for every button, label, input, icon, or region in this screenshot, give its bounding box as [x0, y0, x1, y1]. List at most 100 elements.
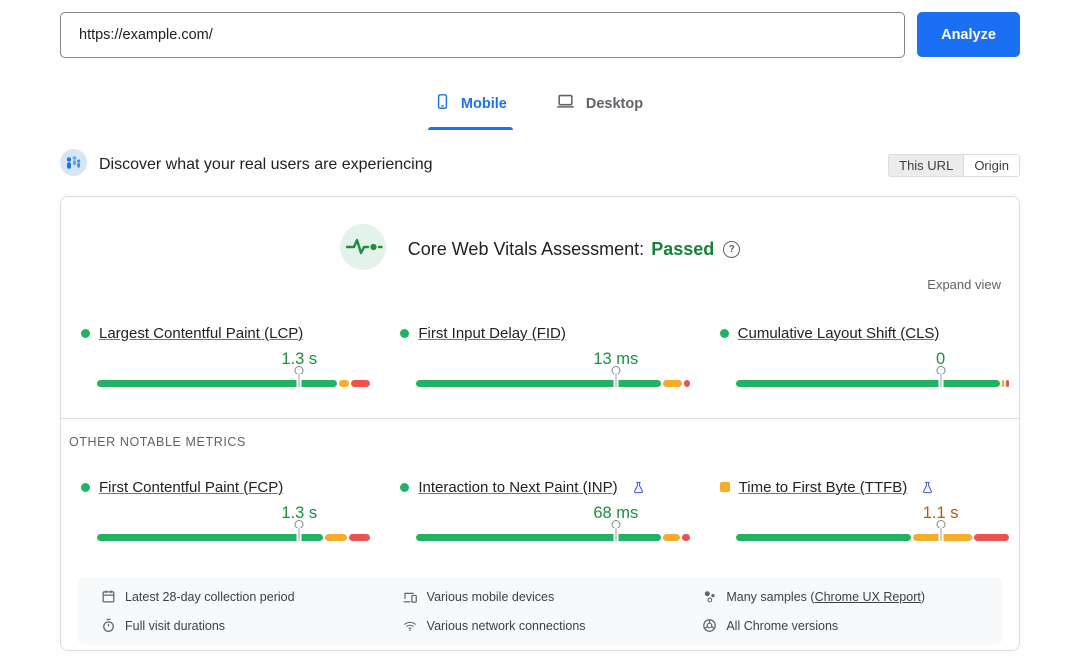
marker-stem	[613, 528, 619, 541]
collection-column: Latest 28-day collection period Full visi…	[101, 589, 402, 633]
metric-value-row: 1.3 s	[97, 504, 370, 528]
bar-segment-needs_improvement	[663, 534, 680, 541]
metric-value-row: 13 ms	[416, 350, 689, 374]
metric-value-row: 0	[736, 350, 1009, 374]
collection-item-text: Latest 28-day collection period	[125, 589, 295, 604]
metric-value: 1.3 s	[281, 350, 318, 368]
bar-segment-poor	[1006, 380, 1009, 387]
marker-stem	[938, 528, 944, 541]
collection-item-text: Full visit durations	[125, 618, 226, 633]
bar-segment-needs_improvement	[325, 534, 347, 541]
bar-segment-poor	[973, 534, 1009, 541]
scope-origin[interactable]: Origin	[963, 154, 1019, 176]
percentile-marker	[936, 366, 946, 387]
metric: First Input Delay (FID) 13 ms	[400, 323, 690, 387]
users-avatar-icon	[60, 149, 87, 181]
experimental-flask-icon[interactable]	[921, 480, 934, 495]
metric-bar-zone: 1.3 s	[97, 504, 371, 541]
metric: First Contentful Paint (FCP) 1.3 s	[81, 477, 371, 541]
metric: Time to First Byte (TTFB) 1.1 s	[719, 477, 1009, 541]
percentile-marker	[294, 366, 304, 387]
good-rating-dot-icon	[400, 328, 410, 338]
bar-segment-poor	[348, 534, 371, 541]
metric-link[interactable]: Interaction to Next Paint (INP)	[418, 478, 618, 496]
metric-header: Time to First Byte (TTFB)	[719, 477, 1009, 497]
expand-view-button[interactable]: Expand view	[927, 277, 1001, 292]
metric-header: Cumulative Layout Shift (CLS)	[719, 323, 1009, 343]
calendar-icon	[101, 589, 116, 604]
metric-distribution-bar	[416, 366, 690, 387]
bar-segment-good	[97, 380, 337, 387]
collection-item: Latest 28-day collection period	[101, 589, 402, 604]
stopwatch-icon	[101, 618, 116, 633]
percentile-marker	[611, 520, 621, 541]
samples-icon	[702, 589, 717, 604]
collection-column: Many samples (Chrome UX Report) All Chrom…	[702, 589, 1003, 633]
metric-header: First Contentful Paint (FCP)	[81, 477, 370, 497]
metric-distribution-bar	[97, 520, 371, 541]
metric-value: 68 ms	[593, 504, 639, 522]
bar-segment-good	[735, 380, 1000, 387]
metric-link[interactable]: First Contentful Paint (FCP)	[99, 478, 284, 496]
percentile-marker	[611, 366, 621, 387]
collection-item: Many samples (Chrome UX Report)	[702, 589, 1003, 604]
collection-item-text: Many samples (Chrome UX Report)	[726, 589, 926, 604]
metric-distribution-bar	[735, 520, 1009, 541]
metric-header: First Input Delay (FID)	[400, 323, 689, 343]
collection-column: Various mobile devices Various network co…	[402, 589, 703, 633]
good-rating-dot-icon	[81, 482, 90, 492]
field-data-header: Discover what your real users are experi…	[60, 149, 1020, 181]
tab-mobile-label: Mobile	[460, 95, 507, 112]
laptop-icon	[555, 92, 576, 115]
collection-item: Various network connections	[402, 619, 703, 633]
tab-mobile[interactable]: Mobile	[427, 86, 513, 130]
metric-link[interactable]: Time to First Byte (TTFB)	[738, 478, 908, 496]
network-icon	[402, 619, 418, 633]
device-tabs: Mobile Desktop	[0, 86, 1077, 130]
bar-segment-poor	[351, 380, 371, 387]
bar-segment-needs_improvement	[338, 380, 350, 387]
metric-bar-zone: 0	[735, 350, 1009, 387]
url-input[interactable]	[60, 12, 905, 58]
bar-segment-good	[416, 534, 662, 541]
field-data-card: Core Web Vitals Assessment: Passed ? Exp…	[60, 196, 1020, 651]
metric-bar-zone: 13 ms	[416, 350, 690, 387]
collection-item-text: Various network connections	[426, 619, 586, 633]
metric-link[interactable]: Cumulative Layout Shift (CLS)	[737, 324, 940, 342]
crux-report-link[interactable]: Chrome UX Report	[814, 589, 921, 604]
collection-item-text: All Chrome versions	[726, 618, 839, 633]
bar-segment-needs_improvement	[663, 380, 683, 387]
collection-item: Full visit durations	[101, 618, 402, 633]
other-metrics-row: First Contentful Paint (FCP) 1.3 s Interac…	[81, 477, 1009, 541]
assessment-status: Passed	[651, 239, 715, 259]
analyze-button[interactable]: Analyze	[917, 12, 1020, 57]
good-rating-dot-icon	[81, 328, 90, 338]
section-divider	[61, 418, 1019, 419]
metric: Largest Contentful Paint (LCP) 1.3 s	[81, 323, 371, 387]
marker-stem	[296, 374, 302, 387]
help-icon[interactable]: ?	[723, 241, 741, 258]
percentile-marker	[294, 520, 304, 541]
bar-segment-good	[416, 380, 662, 387]
marker-stem	[613, 374, 619, 387]
scope-this-url[interactable]: This URL	[889, 154, 964, 176]
metric-value: 0	[936, 350, 946, 368]
metric-bar-zone: 68 ms	[416, 504, 690, 541]
needs-improvement-square-icon	[719, 482, 730, 492]
pulse-icon	[339, 224, 386, 275]
metric-value: 1.3 s	[281, 504, 318, 522]
collection-item-text: Various mobile devices	[426, 589, 555, 604]
bar-segment-poor	[681, 534, 690, 541]
tab-desktop[interactable]: Desktop	[549, 86, 649, 130]
metric: Interaction to Next Paint (INP) 68 ms	[400, 477, 690, 541]
metric-value-row: 68 ms	[416, 504, 689, 528]
experimental-flask-icon[interactable]	[632, 480, 645, 495]
devices-icon	[402, 589, 418, 604]
metric-bar-zone: 1.1 s	[735, 504, 1009, 541]
metric-link[interactable]: Largest Contentful Paint (LCP)	[99, 324, 304, 342]
field-data-title: Discover what your real users are experi…	[99, 156, 433, 173]
assessment-title: Core Web Vitals Assessment:	[407, 239, 645, 259]
smartphone-icon	[434, 92, 451, 115]
metric-link[interactable]: First Input Delay (FID)	[418, 324, 566, 342]
metric-value-row: 1.1 s	[736, 504, 1009, 528]
